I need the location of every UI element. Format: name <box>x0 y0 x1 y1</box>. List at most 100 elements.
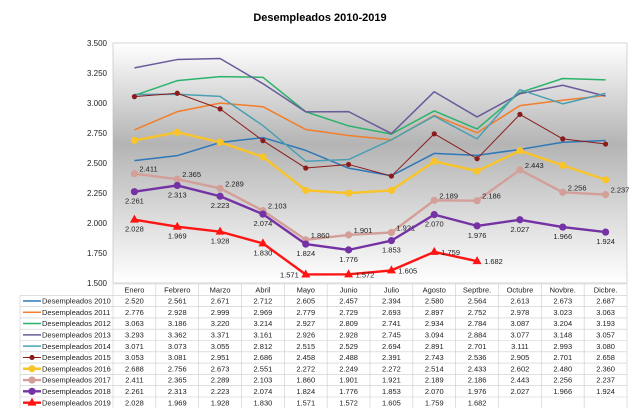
series-2011: Desempleados 2011 2.776 2.928 2.999 2.969 2.7… <box>23 94 615 317</box>
y-tick-label: 2.500 <box>87 159 108 168</box>
data-point <box>517 111 523 117</box>
data-point <box>173 181 181 190</box>
table-cell: 2.520 <box>125 297 144 306</box>
data-label: 2.028 <box>125 225 144 234</box>
table-cell: 1.571 <box>296 398 315 407</box>
series-2016: Desempleados 2016 2.688 2.756 2.673 2.551 2.2… <box>23 128 615 373</box>
table-cell: 2.551 <box>254 364 273 373</box>
data-label: 1.824 <box>296 249 315 258</box>
table-cell: 3.094 <box>425 331 444 340</box>
legend-label: Desempleados 2019 <box>42 398 111 407</box>
table-cell: 2.360 <box>596 364 615 373</box>
data-point <box>516 216 524 224</box>
data-point <box>473 197 481 205</box>
series-line <box>134 136 606 177</box>
table-cell: 3.081 <box>168 353 187 362</box>
data-point <box>28 387 36 395</box>
y-tick-label: 2.250 <box>87 189 108 198</box>
data-point <box>302 240 310 248</box>
table-cell: 3.161 <box>254 331 273 340</box>
table-cell: 2.658 <box>596 353 615 362</box>
table-cell: 3.053 <box>125 353 144 362</box>
legend-label: Desempleados 2015 <box>42 353 111 362</box>
table-cell: 2.289 <box>211 376 230 385</box>
table-cell: 2.926 <box>296 331 315 340</box>
table-cell: 2.514 <box>425 364 444 373</box>
data-point <box>215 226 225 235</box>
data-point <box>27 397 37 406</box>
table-cell: 2.999 <box>211 308 230 317</box>
data-label: 2.261 <box>125 197 144 206</box>
table-cell: 2.480 <box>553 364 572 373</box>
data-point <box>473 222 481 230</box>
table-cell: 2.891 <box>425 342 444 351</box>
data-label: 1.853 <box>382 246 401 255</box>
data-label: 2.411 <box>139 165 157 174</box>
data-label: 2.443 <box>525 161 544 170</box>
table-cell: 2.927 <box>296 319 315 328</box>
table-cell: 2.969 <box>254 308 273 317</box>
table-cell: 2.701 <box>553 353 572 362</box>
data-point <box>344 269 354 278</box>
table-cell: 2.394 <box>382 297 401 306</box>
data-point <box>559 223 567 231</box>
table-cell: 2.993 <box>553 342 572 351</box>
x-tick-label: Febrero <box>164 286 190 295</box>
data-point <box>303 165 309 171</box>
table-cell: 2.897 <box>425 308 444 317</box>
data-label: 2.256 <box>568 183 587 192</box>
table-cell: 1.824 <box>296 387 315 396</box>
plot-area <box>112 42 628 284</box>
table-cell: 1.928 <box>211 398 230 407</box>
data-point <box>216 138 224 146</box>
series-2015: Desempleados 2015 3.053 3.081 2.951 2.686 2.4… <box>23 90 615 362</box>
data-label: 1.759 <box>441 248 460 257</box>
table-cell: 1.682 <box>468 398 487 407</box>
table-cell: 2.671 <box>211 297 230 306</box>
y-tick-label: 1.750 <box>87 249 108 258</box>
data-point <box>559 188 567 196</box>
table-cell: 1.572 <box>339 398 358 407</box>
table-cell: 2.256 <box>553 376 572 385</box>
table-cell: 2.602 <box>511 364 530 373</box>
data-point <box>131 94 138 100</box>
table-cell: 3.057 <box>596 331 615 340</box>
table-cell: 3.204 <box>553 319 572 328</box>
table-cell: 2.884 <box>468 331 487 340</box>
data-point <box>130 136 139 145</box>
data-point <box>217 106 223 112</box>
x-tick-label: Dicbre. <box>594 286 618 295</box>
data-point <box>172 221 182 230</box>
series-2019: 2.028 1.969 1.928 1.830 1.571 1.572 1.605 1.759… <box>23 214 503 407</box>
table-cell: 2.261 <box>125 387 144 396</box>
table-cell: 1.901 <box>339 376 358 385</box>
y-tick-label: 1.500 <box>87 279 108 288</box>
data-point <box>430 211 438 219</box>
series-2017: 2.411 2.365 2.289 2.103 1.860 1.901 1.921 2.189… <box>23 161 629 385</box>
table-cell: 3.087 <box>511 319 530 328</box>
data-point <box>474 156 480 162</box>
series-line <box>134 75 606 135</box>
data-label: 2.074 <box>254 219 273 228</box>
table-cell: 2.561 <box>168 297 187 306</box>
data-point <box>387 186 396 194</box>
data-label: 2.186 <box>482 192 501 201</box>
data-point <box>429 246 439 255</box>
x-tick-label: Abril <box>255 286 270 295</box>
table-cell: 2.687 <box>596 297 615 306</box>
data-label: 2.237 <box>611 186 630 195</box>
data-point <box>345 161 352 168</box>
table-cell: 3.193 <box>596 319 615 328</box>
data-label: 2.365 <box>182 170 201 179</box>
table-cell: 1.759 <box>425 398 444 407</box>
table-cell: 3.293 <box>125 331 144 340</box>
series-line <box>134 88 606 162</box>
table-cell: 2.223 <box>211 387 230 396</box>
data-label: 1.776 <box>339 255 358 264</box>
series-line <box>134 92 606 177</box>
table-cell: 2.515 <box>296 342 315 351</box>
data-label: 2.070 <box>425 220 444 229</box>
data-point <box>601 228 610 236</box>
series-line <box>134 131 606 195</box>
